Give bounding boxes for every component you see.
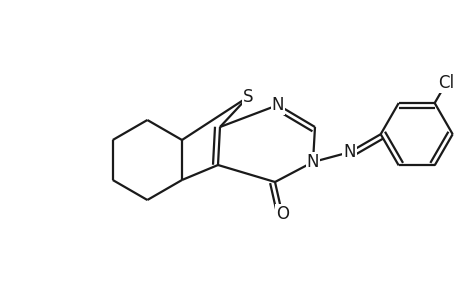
Text: N: N — [342, 143, 355, 161]
Text: S: S — [242, 88, 253, 106]
Text: O: O — [275, 205, 288, 223]
Text: Cl: Cl — [437, 74, 453, 92]
Text: N: N — [271, 96, 284, 114]
Text: N: N — [306, 153, 319, 171]
